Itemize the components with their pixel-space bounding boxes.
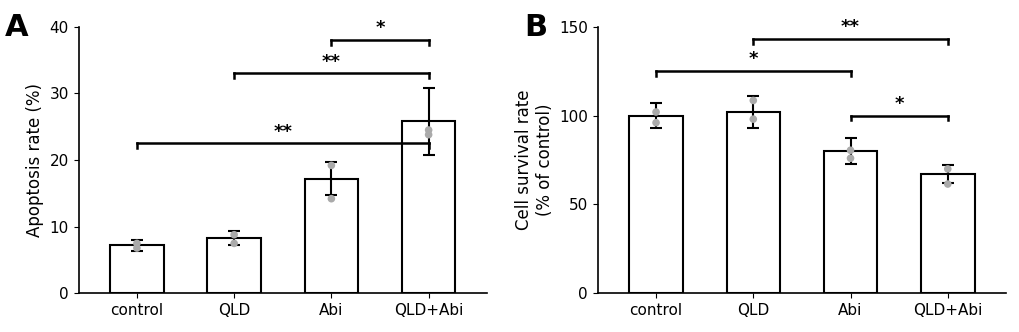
- Point: [842, 148, 858, 153]
- Bar: [305, 179, 358, 293]
- Bar: [207, 238, 261, 293]
- Bar: [401, 122, 454, 293]
- Y-axis label: Apoptosis rate (%): Apoptosis rate (%): [25, 83, 44, 237]
- Text: *: *: [894, 95, 903, 113]
- Text: *: *: [375, 19, 384, 37]
- Bar: [920, 174, 973, 293]
- Point: [128, 241, 145, 246]
- Text: B: B: [524, 13, 547, 42]
- Point: [745, 117, 761, 122]
- Point: [647, 109, 663, 115]
- Point: [323, 196, 339, 202]
- Bar: [629, 116, 682, 293]
- Y-axis label: Cell survival rate
(% of control): Cell survival rate (% of control): [515, 90, 553, 230]
- Point: [128, 245, 145, 251]
- Text: **: **: [322, 53, 340, 71]
- Point: [226, 241, 243, 246]
- Point: [938, 181, 955, 187]
- Point: [420, 127, 436, 133]
- Text: A: A: [5, 13, 29, 42]
- Point: [647, 120, 663, 125]
- Text: **: **: [841, 19, 859, 37]
- Point: [745, 98, 761, 103]
- Point: [842, 156, 858, 161]
- Text: **: **: [273, 123, 292, 141]
- Bar: [110, 245, 163, 293]
- Point: [938, 166, 955, 172]
- Text: *: *: [748, 50, 757, 68]
- Point: [226, 232, 243, 237]
- Point: [323, 163, 339, 168]
- Point: [420, 132, 436, 137]
- Bar: [823, 151, 876, 293]
- Bar: [726, 112, 780, 293]
